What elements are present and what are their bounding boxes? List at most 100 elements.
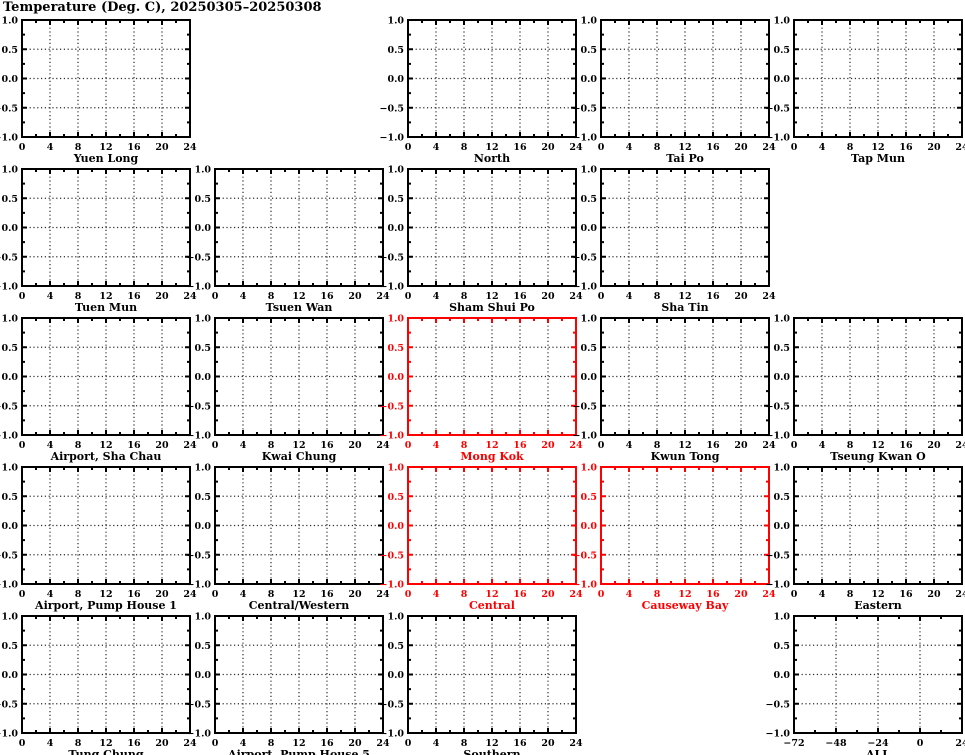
plot-frame (214, 317, 384, 436)
x-tick-label: 8 (75, 589, 82, 600)
x-tick-label: 12 (99, 589, 112, 600)
y-tick-label: −0.5 (380, 699, 405, 710)
x-tick-label: 4 (47, 589, 54, 600)
y-tick-label: 1.0 (1, 314, 18, 325)
x-tick-label: 4 (433, 291, 440, 302)
subplot-title: Airport, Pump House 1 (34, 599, 177, 612)
x-tick-label: 8 (654, 440, 661, 451)
x-tick-label: 12 (99, 738, 112, 749)
x-tick-label: 12 (678, 142, 691, 153)
x-tick-label: 20 (734, 589, 748, 600)
y-tick-label: 1.0 (580, 314, 597, 325)
y-tick-label: −0.5 (380, 401, 405, 412)
subplot-title: ALL (865, 748, 890, 755)
y-tick-label: −1.0 (0, 580, 18, 591)
x-tick-label: 16 (513, 291, 527, 302)
x-tick-label: 16 (320, 291, 334, 302)
y-tick-label: 0.5 (773, 492, 790, 503)
x-tick-label: 24 (955, 142, 965, 153)
subplot-tseung-kwan-o: 1.0 0.5 0.0 −0.5 −1.00 4 8 12 16 20 24 Tseung Kwan … (766, 314, 965, 464)
x-tick-label: 8 (268, 440, 275, 451)
x-tick-label: 20 (155, 440, 169, 451)
x-tick-label: 16 (513, 440, 527, 451)
subplot-kwun-tong: 1.0 0.5 0.0 −0.5 −1.00 4 8 12 16 20 24 Kwun Tong (573, 314, 776, 464)
subplot-eastern: 1.0 0.5 0.0 −0.5 −1.00 4 8 12 16 20 24 Eastern (766, 463, 965, 613)
x-tick-label: 4 (240, 738, 247, 749)
y-tick-label: −0.5 (0, 401, 18, 412)
x-tick-label: 4 (47, 440, 54, 451)
y-tick-label: 1.0 (1, 612, 18, 623)
y-tick-label: 0.5 (773, 343, 790, 354)
y-tick-label: 0.0 (194, 372, 211, 383)
x-tick-label: 4 (433, 589, 440, 600)
x-tick-label: 24 (376, 738, 390, 749)
subplot-title: Causeway Bay (642, 599, 729, 612)
x-tick-label: 24 (183, 291, 197, 302)
plot-frame (600, 168, 770, 287)
grid-lines (794, 616, 962, 733)
y-tick-label: 0.0 (580, 521, 597, 532)
y-tick-label: 0.0 (387, 74, 404, 85)
y-tick-label: 0.0 (580, 74, 597, 85)
y-tick-label: −0.5 (766, 103, 791, 114)
x-tick-label: 20 (348, 589, 362, 600)
grid-lines (601, 318, 769, 435)
x-tick-label: 12 (871, 589, 884, 600)
x-tick-label: 20 (155, 738, 169, 749)
subplot-title: Sham Shui Po (449, 301, 535, 314)
x-tick-label: 4 (240, 589, 247, 600)
y-tick-label: 0.0 (1, 670, 18, 681)
x-tick-label: 4 (47, 738, 54, 749)
x-tick-label: 0 (405, 440, 412, 451)
x-tick-label: 12 (485, 142, 498, 153)
y-tick-label: 0.0 (1, 372, 18, 383)
x-tick-label: 4 (626, 440, 633, 451)
x-tick-label: 0 (791, 142, 798, 153)
x-tick-label: 0 (19, 440, 26, 451)
x-tick-label: 0 (405, 589, 412, 600)
grid-lines (215, 318, 383, 435)
x-tick-label: 24 (376, 291, 390, 302)
y-tick-label: −0.5 (573, 252, 598, 263)
plot-frame (793, 317, 963, 436)
x-tick-label: 0 (19, 738, 26, 749)
subplot-tai-po: 1.0 0.5 0.0 −0.5 −1.00 4 8 12 16 20 24 Tai Po (573, 16, 776, 166)
x-tick-label: 12 (99, 291, 112, 302)
grid-lines (22, 467, 190, 584)
x-tick-label: 20 (348, 291, 362, 302)
x-tick-label: 20 (155, 589, 169, 600)
y-tick-label: 1.0 (580, 463, 597, 474)
subplot-title: Tsuen Wan (266, 301, 333, 314)
subplot-title: Airport, Pump House 5 (227, 748, 370, 755)
x-tick-label: 24 (183, 589, 197, 600)
y-tick-label: −1.0 (766, 431, 791, 442)
x-tick-label: 4 (240, 291, 247, 302)
x-tick-label: 4 (433, 440, 440, 451)
y-tick-label: 0.5 (387, 492, 404, 503)
y-tick-label: 1.0 (580, 16, 597, 27)
y-tick-label: −1.0 (766, 580, 791, 591)
x-tick-label: 0 (212, 291, 219, 302)
y-tick-label: 0.0 (580, 372, 597, 383)
x-tick-label: 24 (569, 142, 583, 153)
y-tick-label: 1.0 (387, 314, 404, 325)
x-tick-label: 8 (268, 738, 275, 749)
x-tick-label: 8 (654, 142, 661, 153)
y-tick-label: −1.0 (766, 729, 791, 740)
x-tick-label: 16 (706, 440, 720, 451)
x-tick-label: 0 (598, 142, 605, 153)
grid-lines (794, 20, 962, 137)
y-tick-label: −0.5 (766, 550, 791, 561)
x-tick-label: 8 (461, 291, 468, 302)
y-tick-label: 0.0 (1, 521, 18, 532)
y-tick-label: 1.0 (773, 314, 790, 325)
y-tick-label: 0.5 (387, 343, 404, 354)
subplot-title: Southern (463, 748, 520, 755)
x-tick-label: 4 (819, 589, 826, 600)
y-tick-label: −1.0 (0, 133, 18, 144)
subplot-title: Central/Western (249, 599, 349, 612)
y-tick-label: −0.5 (187, 401, 212, 412)
y-tick-label: −1.0 (380, 133, 405, 144)
x-tick-label: 24 (762, 589, 776, 600)
